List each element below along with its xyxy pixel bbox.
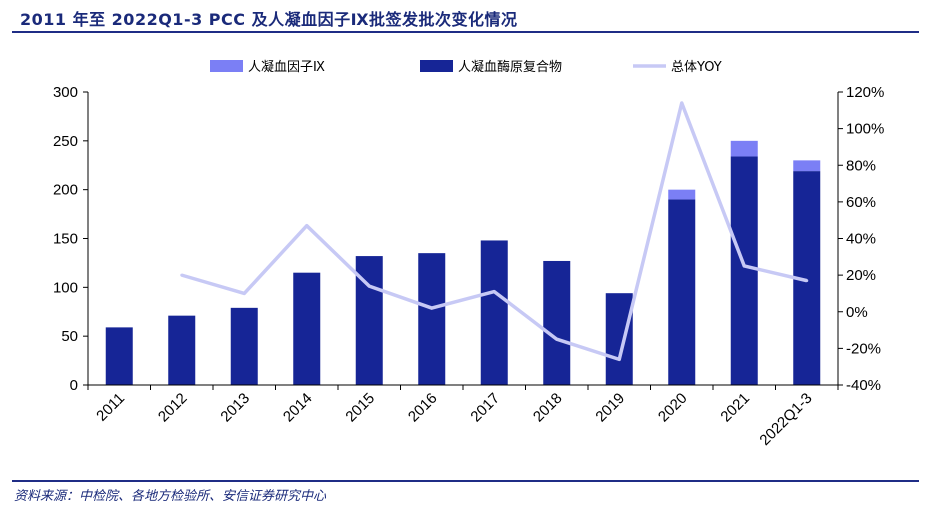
bar-pcc: [480, 240, 508, 385]
chart: 人凝血因子Ⅸ 人凝血酶原复合物 总体YOY 0 50 100 150 200 250 300 -4…: [53, 59, 884, 449]
y-right-tick-label: 0%: [846, 304, 868, 321]
legend-label-factor-ix: 人凝血因子Ⅸ: [248, 59, 325, 75]
x-tick-label: 2022Q1-3: [756, 390, 815, 449]
x-tick-label: 2013: [217, 390, 253, 426]
y-left-tick-label: 100: [53, 279, 78, 296]
y-left-tick-label: 50: [61, 328, 78, 345]
yoy-point: [492, 290, 496, 294]
bar-pcc: [605, 293, 633, 385]
x-tick-label: 2019: [592, 390, 628, 426]
legend-swatch-factor-ix: [210, 60, 243, 72]
y-right-tick-label: 80%: [846, 157, 876, 174]
y-left-tick-label: 0: [70, 377, 78, 394]
yoy-point: [305, 224, 309, 228]
yoy-point: [242, 291, 246, 295]
yoy-point: [680, 101, 684, 105]
bar-pcc: [543, 260, 571, 385]
x-tick-label: 2014: [280, 390, 316, 426]
yoy-point: [742, 264, 746, 268]
x-tick-label: 2020: [655, 390, 691, 426]
axes: 0 50 100 150 200 250 300 -40% -20% 0% 20% 40% 60% 80%…: [53, 84, 884, 449]
y-right-tick-label: 120%: [846, 84, 884, 101]
x-tick-label: 2011: [93, 390, 128, 425]
y-right-tick-label: 20%: [846, 267, 876, 284]
y-right-tick-label: -20%: [846, 340, 881, 357]
bar-pcc: [668, 199, 696, 385]
x-tick-label: 2021: [717, 390, 753, 426]
title-divider: [12, 31, 919, 33]
bar-factor-ix: [668, 189, 696, 200]
x-tick-label: 2018: [530, 390, 566, 426]
x-tick-label: 2017: [467, 390, 503, 426]
bar-factor-ix: [730, 140, 758, 157]
yoy-point: [430, 306, 434, 310]
y-left-tick-label: 300: [53, 84, 78, 101]
bar-pcc: [730, 156, 758, 385]
x-tick-label: 2015: [342, 390, 378, 426]
x-tick-label: 2012: [155, 390, 191, 426]
legend: 人凝血因子Ⅸ 人凝血酶原复合物 总体YOY: [210, 59, 722, 75]
yoy-point: [555, 337, 559, 341]
bar-factor-ix: [793, 160, 821, 172]
bar-pcc: [168, 315, 196, 385]
source-note: 资料来源：中检院、各地方检验所、安信证券研究中心: [14, 489, 327, 504]
y-right-tick-label: 100%: [846, 121, 884, 138]
yoy-point: [180, 273, 184, 277]
y-right-tick-label: 40%: [846, 231, 876, 248]
yoy-point: [617, 357, 621, 361]
bar-pcc: [230, 307, 258, 385]
bars: [105, 140, 821, 385]
yoy-point: [367, 284, 371, 288]
y-right-tick-label: 60%: [846, 194, 876, 211]
y-left-tick-label: 150: [53, 231, 78, 248]
y-left-tick-label: 250: [53, 133, 78, 150]
y-right-tick-label: -40%: [846, 377, 881, 394]
chart-title: 2011 年至 2022Q1-3 PCC 及人凝血因子Ⅸ批签发批次变化情况: [20, 10, 518, 29]
legend-swatch-pcc: [420, 60, 453, 72]
bar-pcc: [418, 253, 446, 385]
legend-label-yoy: 总体YOY: [671, 60, 722, 75]
bar-pcc: [105, 327, 133, 385]
yoy-line-group: [180, 101, 809, 362]
bar-pcc: [293, 272, 321, 385]
y-left-tick-label: 200: [53, 182, 78, 199]
yoy-point: [805, 279, 809, 283]
legend-label-pcc: 人凝血酶原复合物: [458, 59, 562, 75]
source-divider: [12, 480, 919, 482]
x-tick-label: 2016: [405, 390, 441, 426]
